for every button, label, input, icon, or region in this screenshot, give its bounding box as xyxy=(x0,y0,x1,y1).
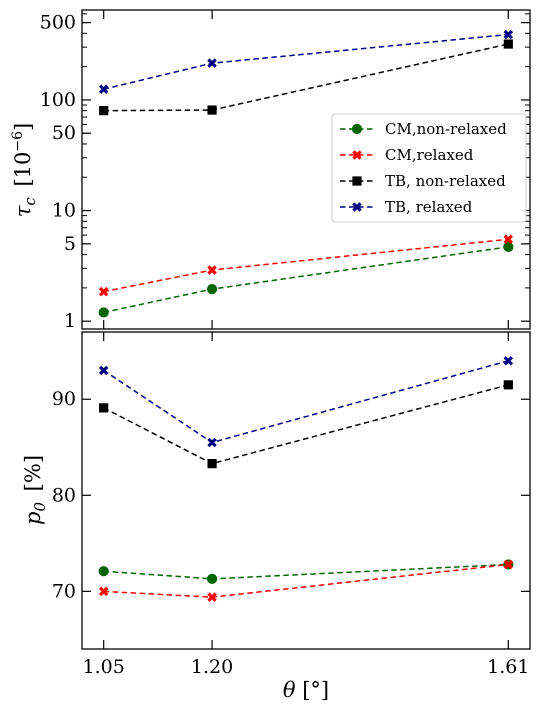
top-series-cm-non-relaxed xyxy=(98,241,514,318)
top-y-axis-title: τc [10−6] xyxy=(10,123,39,217)
bottom-xtick-label: 1.05 xyxy=(83,656,125,678)
top-point-tb-non-relaxed xyxy=(99,106,109,116)
top-frame xyxy=(81,9,531,330)
bottom-panel: 70 80 90 1.05 1.20 1.61 p0 [%] θ [°] xyxy=(21,331,531,702)
bottom-series-cm-non-relaxed xyxy=(98,559,514,584)
legend-marker-tb-non-relaxed xyxy=(352,176,362,186)
bottom-point-cm-non-relaxed xyxy=(98,566,109,577)
top-line-cm-non-relaxed xyxy=(103,246,509,314)
bottom-point-cm-relaxed xyxy=(503,559,514,570)
x-axis-title: θ [°] xyxy=(283,678,329,702)
top-line-tb-relaxed xyxy=(103,33,509,90)
bottom-y-axis-title: p0 [%] xyxy=(21,455,49,525)
legend-label-cm-relaxed: CM,relaxed xyxy=(385,146,474,164)
bottom-point-tb-relaxed xyxy=(207,437,217,448)
top-ytick-label: 100 xyxy=(40,89,76,111)
top-series-tb-non-relaxed xyxy=(99,39,513,116)
top-ytick-label: 500 xyxy=(40,12,76,34)
top-point-tb-relaxed xyxy=(207,58,217,68)
top-ytick-label: 5 xyxy=(64,233,76,255)
bottom-point-cm-non-relaxed xyxy=(206,573,218,584)
bottom-point-tb-relaxed xyxy=(503,356,514,366)
top-point-tb-relaxed xyxy=(503,29,514,40)
top-point-cm-non-relaxed xyxy=(98,307,109,318)
top-line-tb-non-relaxed xyxy=(103,43,509,112)
top-line-cm-relaxed xyxy=(103,238,509,293)
top-point-tb-relaxed xyxy=(98,84,109,94)
top-point-tb-non-relaxed xyxy=(503,39,513,49)
top-panel: 1 5 10 50 100 500 CM,non-relaxed CM,relaxed TB, … xyxy=(10,9,531,332)
top-point-cm-non-relaxed xyxy=(206,284,218,295)
bottom-frame xyxy=(81,331,531,650)
bottom-ytick-label: 90 xyxy=(52,388,76,410)
top-point-cm-relaxed xyxy=(98,286,109,297)
top-ytick-label: 50 xyxy=(52,122,76,144)
legend: CM,non-relaxed CM,relaxed TB, non-relaxed T… xyxy=(331,113,527,223)
bottom-point-tb-non-relaxed xyxy=(207,459,217,469)
top-series-cm-relaxed xyxy=(98,234,514,297)
bottom-ytick-label: 70 xyxy=(52,580,76,602)
bottom-line-tb-non-relaxed xyxy=(103,384,509,465)
bottom-point-tb-non-relaxed xyxy=(503,380,513,390)
legend-label-cm-non-relaxed: CM,non-relaxed xyxy=(385,120,507,138)
bottom-xtick-label: 1.61 xyxy=(487,656,529,678)
bottom-point-cm-relaxed xyxy=(207,592,217,602)
bottom-series-cm-relaxed xyxy=(98,559,514,602)
top-point-cm-relaxed xyxy=(207,265,217,275)
legend-marker-cm-non-relaxed xyxy=(351,123,363,135)
bottom-point-cm-relaxed xyxy=(98,586,109,597)
top-ytick-label: 1 xyxy=(64,310,76,332)
bottom-point-tb-relaxed xyxy=(98,365,109,376)
bottom-point-tb-non-relaxed xyxy=(99,403,109,413)
legend-marker-tb-relaxed xyxy=(352,202,362,212)
top-point-cm-non-relaxed xyxy=(503,241,514,252)
bottom-series-tb-relaxed xyxy=(98,356,514,448)
top-ytick-label: 10 xyxy=(52,200,76,222)
bottom-line-cm-relaxed xyxy=(103,563,509,598)
bottom-xtick-label: 1.20 xyxy=(191,656,233,678)
legend-marker-cm-relaxed xyxy=(352,150,362,160)
top-point-cm-relaxed xyxy=(503,234,514,245)
legend-label-tb-non-relaxed: TB, non-relaxed xyxy=(385,172,506,190)
top-series-tb-relaxed xyxy=(98,29,514,94)
bottom-ytick-label: 80 xyxy=(52,484,76,506)
top-point-tb-non-relaxed xyxy=(207,105,217,115)
bottom-series-tb-non-relaxed xyxy=(99,380,513,469)
legend-box xyxy=(331,113,527,223)
legend-label-tb-relaxed: TB, relaxed xyxy=(385,198,473,216)
